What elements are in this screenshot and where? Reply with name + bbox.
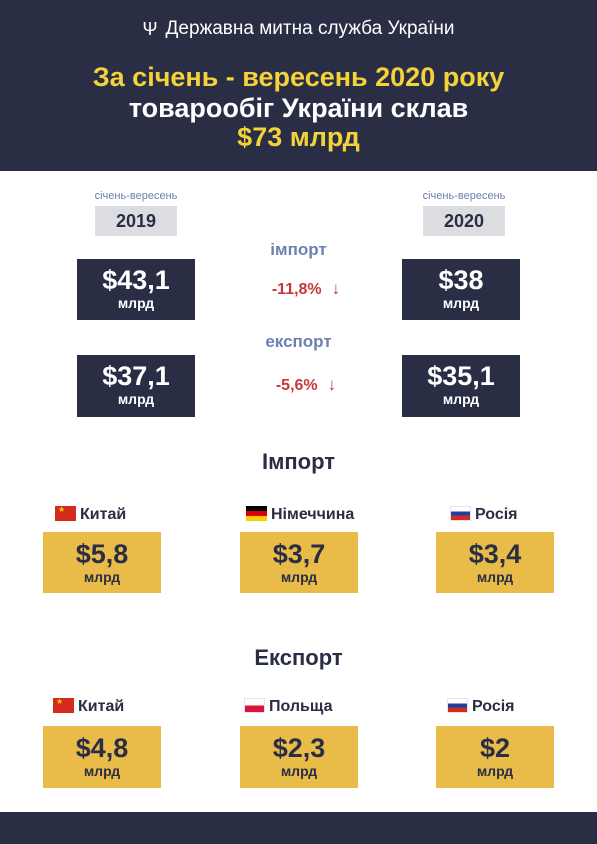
export-poland-unit: млрд: [280, 763, 318, 779]
import-change: -11,8% ↓: [246, 279, 366, 299]
import-country-label: Німеччина: [271, 506, 355, 523]
import-label: імпорт: [270, 240, 327, 259]
import-2020-unit: млрд: [442, 295, 480, 311]
china-flag-icon: [55, 506, 76, 521]
export-country-label: Польща: [269, 698, 333, 715]
import-china-unit: млрд: [83, 569, 121, 585]
export-china-value: $4,8: [75, 733, 129, 763]
russia-flag-icon: [447, 698, 468, 713]
import-germany-value: $3,7: [272, 539, 326, 569]
footer-bar: [0, 812, 597, 844]
import-country-russia: Росія: [450, 506, 590, 524]
export-russia-box: $2 млрд: [436, 726, 554, 788]
import-germany-unit: млрд: [280, 569, 318, 585]
export-2019-box: $37,1 млрд: [77, 355, 195, 417]
china-flag-icon: [53, 698, 74, 713]
export-2020-unit: млрд: [442, 391, 480, 407]
period-label-2019: січень-вересень: [94, 190, 178, 202]
export-poland-value: $2,3: [272, 733, 326, 763]
title-line-1: За січень - вересень 2020 року: [92, 62, 505, 92]
export-russia-unit: млрд: [476, 763, 514, 779]
import-country-china: Китай: [55, 506, 195, 524]
import-2019-value: $43,1: [102, 265, 170, 295]
export-2020-value: $35,1: [427, 361, 495, 391]
export-country-russia: Росія: [447, 698, 587, 716]
title-line-2: товарообіг України склав: [128, 93, 469, 123]
export-country-label: Росія: [472, 698, 515, 715]
poland-flag-icon: [244, 698, 265, 713]
import-2020-box: $38 млрд: [402, 259, 520, 320]
export-russia-value: $2: [479, 733, 511, 763]
import-china-box: $5,8 млрд: [43, 532, 161, 593]
export-section-title: Експорт: [254, 645, 343, 670]
export-change-value: -5,6%: [275, 377, 318, 394]
import-2020-value: $38: [438, 265, 484, 295]
export-country-china: Китай: [53, 698, 193, 716]
export-poland-box: $2,3 млрд: [240, 726, 358, 788]
year-box-2019: 2019: [95, 206, 177, 236]
agency-name: Ψ Державна митна служба України: [0, 18, 597, 40]
germany-flag-icon: [246, 506, 267, 521]
export-2019-unit: млрд: [117, 391, 155, 407]
year-box-2020: 2020: [423, 206, 505, 236]
export-china-box: $4,8 млрд: [43, 726, 161, 788]
down-arrow-icon: ↓: [331, 279, 341, 298]
import-2019-box: $43,1 млрд: [77, 259, 195, 320]
export-change: -5,6% ↓: [246, 375, 366, 395]
russia-flag-icon: [450, 506, 471, 521]
import-russia-value: $3,4: [468, 539, 522, 569]
export-china-unit: млрд: [83, 763, 121, 779]
export-label: експорт: [265, 332, 332, 351]
title-line-3: $73 млрд: [237, 122, 360, 152]
import-russia-unit: млрд: [476, 569, 514, 585]
export-2020-box: $35,1 млрд: [402, 355, 520, 417]
import-country-label: Росія: [475, 506, 518, 523]
trident-icon: Ψ: [142, 19, 158, 39]
import-section-title: Імпорт: [261, 449, 336, 474]
import-russia-box: $3,4 млрд: [436, 532, 554, 593]
import-2019-unit: млрд: [117, 295, 155, 311]
export-country-label: Китай: [78, 698, 125, 715]
down-arrow-icon: ↓: [327, 375, 337, 394]
agency-label: Державна митна служба України: [165, 18, 455, 39]
period-label-2020: січень-вересень: [422, 190, 506, 202]
export-2019-value: $37,1: [102, 361, 170, 391]
import-germany-box: $3,7 млрд: [240, 532, 358, 593]
export-country-poland: Польща: [244, 698, 384, 716]
import-china-value: $5,8: [75, 539, 129, 569]
import-country-label: Китай: [80, 506, 127, 523]
import-country-germany: Німеччина: [246, 506, 386, 524]
import-change-value: -11,8%: [271, 281, 322, 298]
header-banner: Ψ Державна митна служба України За січень…: [0, 0, 597, 171]
